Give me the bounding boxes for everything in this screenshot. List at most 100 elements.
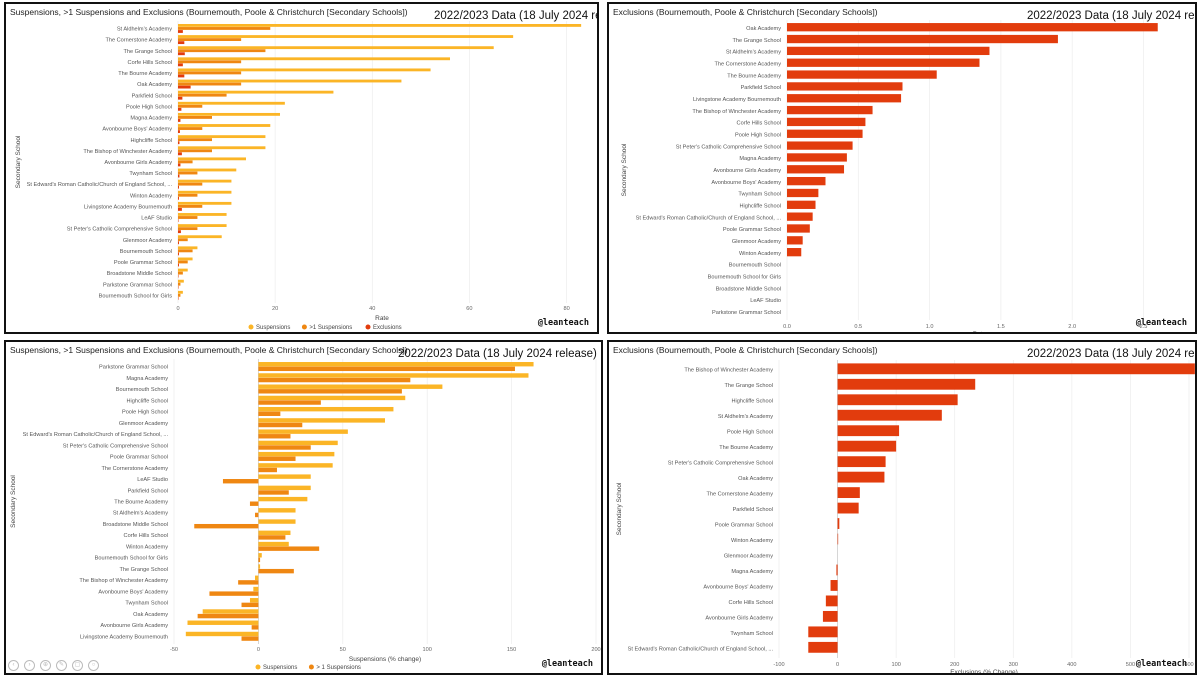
bar bbox=[178, 271, 183, 275]
x-tick-label: 20 bbox=[272, 306, 278, 312]
control-icon[interactable]: ‹ bbox=[8, 660, 19, 671]
bar bbox=[187, 620, 259, 625]
bar bbox=[178, 230, 181, 234]
category-label: Oak Academy bbox=[738, 476, 773, 482]
bar bbox=[178, 196, 179, 200]
category-label: The Cornerstone Academy bbox=[714, 61, 781, 67]
bar bbox=[258, 535, 286, 540]
bar bbox=[178, 249, 193, 253]
category-label: Magna Academy bbox=[126, 376, 168, 382]
bar bbox=[258, 422, 303, 428]
bar bbox=[787, 94, 902, 103]
control-icon[interactable]: ✎ bbox=[56, 660, 67, 671]
bar bbox=[255, 512, 259, 518]
category-label: The Bourne Academy bbox=[719, 445, 773, 451]
category-label: St Aldhelm's Academy bbox=[718, 414, 773, 420]
category-label: The Bourne Academy bbox=[114, 500, 168, 506]
bar bbox=[178, 246, 198, 250]
category-label: Corfe Hills School bbox=[729, 600, 773, 606]
bar bbox=[787, 23, 1158, 32]
category-label: The Cornerstone Academy bbox=[105, 38, 172, 44]
x-axis-title: Rate bbox=[973, 331, 987, 334]
control-icon[interactable]: ○ bbox=[88, 660, 99, 671]
rates-chart-svg: 0 20 40 60 80 St Aldhelm's Academy The Corners… bbox=[15, 21, 582, 331]
category-label: Avonbourne Girls Academy bbox=[100, 623, 168, 629]
category-label: St Peter's Catholic Comprehensive School bbox=[67, 227, 172, 233]
bar bbox=[178, 193, 198, 197]
bar bbox=[258, 496, 308, 502]
category-label: Bournemouth School for Girls bbox=[708, 275, 782, 281]
x-axis-title: Exclusions (% Change) bbox=[950, 669, 1018, 675]
category-label: LeAF Studio bbox=[137, 477, 168, 483]
control-icon[interactable]: ▢ bbox=[72, 660, 83, 671]
category-label: Glenmoor Academy bbox=[732, 239, 781, 245]
category-label: Broadstone Middle School bbox=[716, 286, 781, 292]
category-label: St Aldhelm's Academy bbox=[113, 511, 168, 517]
category-label: Avonbourne Girls Academy bbox=[705, 615, 773, 621]
category-label: Glenmoor Academy bbox=[123, 238, 172, 244]
bar bbox=[787, 70, 937, 79]
bar bbox=[258, 395, 406, 401]
bar bbox=[178, 260, 188, 264]
bar bbox=[787, 176, 826, 186]
category-label: St Edward's Roman Catholic/Church of Eng… bbox=[628, 646, 774, 652]
category-label: Corfe Hills School bbox=[128, 60, 172, 66]
x-tick-label: 0.5 bbox=[854, 324, 862, 330]
bar bbox=[178, 227, 198, 231]
credit-label: @leanteach bbox=[537, 318, 589, 328]
bar bbox=[178, 216, 198, 219]
bar bbox=[258, 557, 261, 563]
legend-swatch bbox=[365, 324, 371, 330]
category-label: Corfe Hills School bbox=[737, 121, 781, 127]
credit-label: @leanteach bbox=[1135, 318, 1187, 328]
bar bbox=[258, 485, 311, 491]
category-label: Magna Academy bbox=[130, 116, 172, 122]
x-tick-label: 300 bbox=[1009, 662, 1018, 668]
panel-title: Suspensions, >1 Suspensions and Exclusio… bbox=[10, 7, 408, 17]
category-label: Highcliffe School bbox=[731, 399, 773, 405]
category-label: The Bourne Academy bbox=[727, 73, 781, 79]
y-axis-title: Secondary School bbox=[616, 482, 623, 535]
category-label: Highcliffe School bbox=[739, 204, 781, 210]
category-label: Twynham School bbox=[125, 601, 168, 607]
x-tick-label: 0.0 bbox=[783, 324, 791, 330]
bar bbox=[178, 38, 242, 41]
bar bbox=[202, 609, 259, 614]
category-label: Glenmoor Academy bbox=[119, 421, 168, 427]
bar bbox=[178, 168, 237, 172]
legend-swatch bbox=[301, 324, 307, 330]
category-label: Poole Grammar School bbox=[114, 260, 172, 266]
category-label: Glenmoor Academy bbox=[724, 553, 773, 559]
bar bbox=[258, 451, 335, 457]
category-label: St Edward's Roman Catholic/Church of Eng… bbox=[23, 432, 169, 438]
control-icon[interactable]: › bbox=[24, 660, 35, 671]
category-label: St Peter's Catholic Comprehensive School bbox=[676, 144, 781, 150]
bar bbox=[258, 362, 534, 367]
x-axis-title: Suspensions (% change) bbox=[349, 656, 421, 663]
category-label: Poole Grammar School bbox=[723, 227, 781, 233]
bar bbox=[178, 41, 185, 45]
bar bbox=[178, 93, 227, 97]
bar bbox=[178, 107, 182, 111]
bar bbox=[830, 580, 838, 591]
category-label: Oak Academy bbox=[137, 82, 172, 88]
chart-panel-rates: Suspensions, >1 Suspensions and Exclusio… bbox=[4, 2, 599, 334]
credit-label: @leanteach bbox=[1135, 659, 1187, 669]
exclusion-rates-chart-svg: 0.0 0.5 1.0 1.5 2.0 2.5 Oak Academy The Grange … bbox=[621, 20, 1158, 334]
bar bbox=[178, 85, 191, 89]
bar bbox=[258, 406, 394, 412]
bar bbox=[241, 636, 259, 641]
bar bbox=[836, 564, 838, 576]
bar bbox=[258, 456, 296, 461]
bar bbox=[178, 52, 185, 56]
category-label: The Cornerstone Academy bbox=[101, 466, 168, 472]
bar bbox=[178, 82, 242, 86]
category-label: Highcliffe School bbox=[126, 398, 168, 404]
bar bbox=[258, 445, 311, 450]
bar bbox=[178, 30, 183, 33]
bar bbox=[787, 46, 990, 56]
bar bbox=[178, 163, 181, 167]
control-icon[interactable]: ⊕ bbox=[40, 660, 51, 671]
category-label: Twynham School bbox=[730, 631, 773, 637]
legend-label: Suspensions bbox=[263, 665, 297, 671]
